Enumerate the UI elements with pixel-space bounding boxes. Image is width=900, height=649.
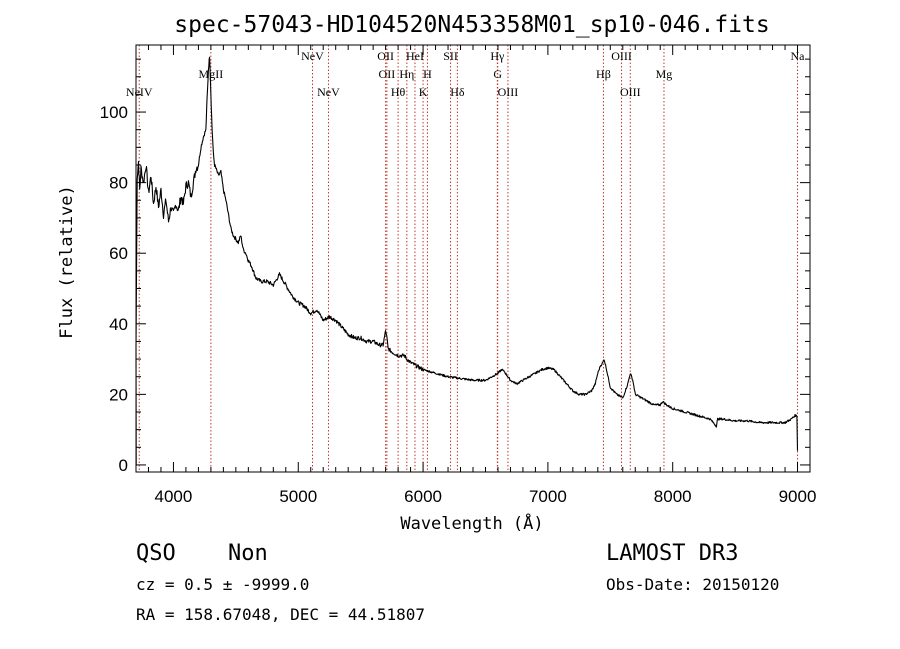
line-label-18: OIII [620,85,641,99]
line-label-6: Hθ [391,85,406,99]
redshift-text: cz = 0.5 ± -9999.0 [136,575,309,594]
line-label-9: K [419,85,428,99]
line-label-5: OII [379,67,396,81]
x-tick-label: 4000 [155,487,193,506]
spectral-line-labels: NeIV MgII NeV NeV OII OII Hθ Hη HeI KH SII Hδ Hγ G OII… [126,49,805,99]
object-class: QSO [136,541,176,566]
spectral-line-markers [138,45,799,472]
spectrum-line [135,56,799,465]
line-label-4: OII [377,49,394,63]
line-label-13: Hγ [490,49,505,63]
line-label-7: Hη [399,67,414,81]
x-axis-label: Wavelength (Å) [400,512,543,534]
coordinates-text: RA = 158.67048, DEC = 44.51807 [136,605,425,624]
line-label-12: Hδ [450,85,465,99]
line-label-3: NeV [317,85,340,99]
line-label-1: MgII [199,67,224,81]
y-tick-label: 20 [109,385,128,404]
y-tick-label: 40 [109,315,128,334]
x-tick-label: 9000 [779,487,817,506]
y-axis-label: Flux (relative) [57,185,77,339]
object-subclass: Non [228,541,268,566]
line-label-10: H [423,67,432,81]
chart-title: spec-57043-HD104520N453358M01_sp10-046.f… [174,12,769,38]
line-label-15: OIII [498,85,519,99]
x-axis-ticks: 4000 5000 6000 7000 8000 9000 [135,45,817,506]
survey-name: LAMOST DR3 [606,541,738,566]
x-tick-label: 6000 [404,487,442,506]
x-tick-label: 5000 [279,487,317,506]
y-tick-label: 100 [100,103,128,122]
line-label-20: Na [791,49,806,63]
line-label-17: OIII [611,49,632,63]
line-label-14: G [493,67,502,81]
line-label-2: NeV [301,49,324,63]
line-label-0: NeIV [126,85,153,99]
y-tick-label: 60 [109,244,128,263]
line-label-16: Hβ [596,67,611,81]
plot-frame [135,44,811,473]
x-tick-label: 8000 [654,487,692,506]
x-tick-label: 7000 [529,487,567,506]
observation-date: Obs-Date: 20150120 [606,575,779,594]
y-tick-label: 80 [109,174,128,193]
line-label-8: HeI [406,49,424,63]
line-label-19: Mg [656,67,673,81]
y-tick-label: 0 [119,456,128,475]
line-label-11: SII [443,49,458,63]
y-axis-ticks: 0 20 40 60 80 100 [100,58,810,475]
